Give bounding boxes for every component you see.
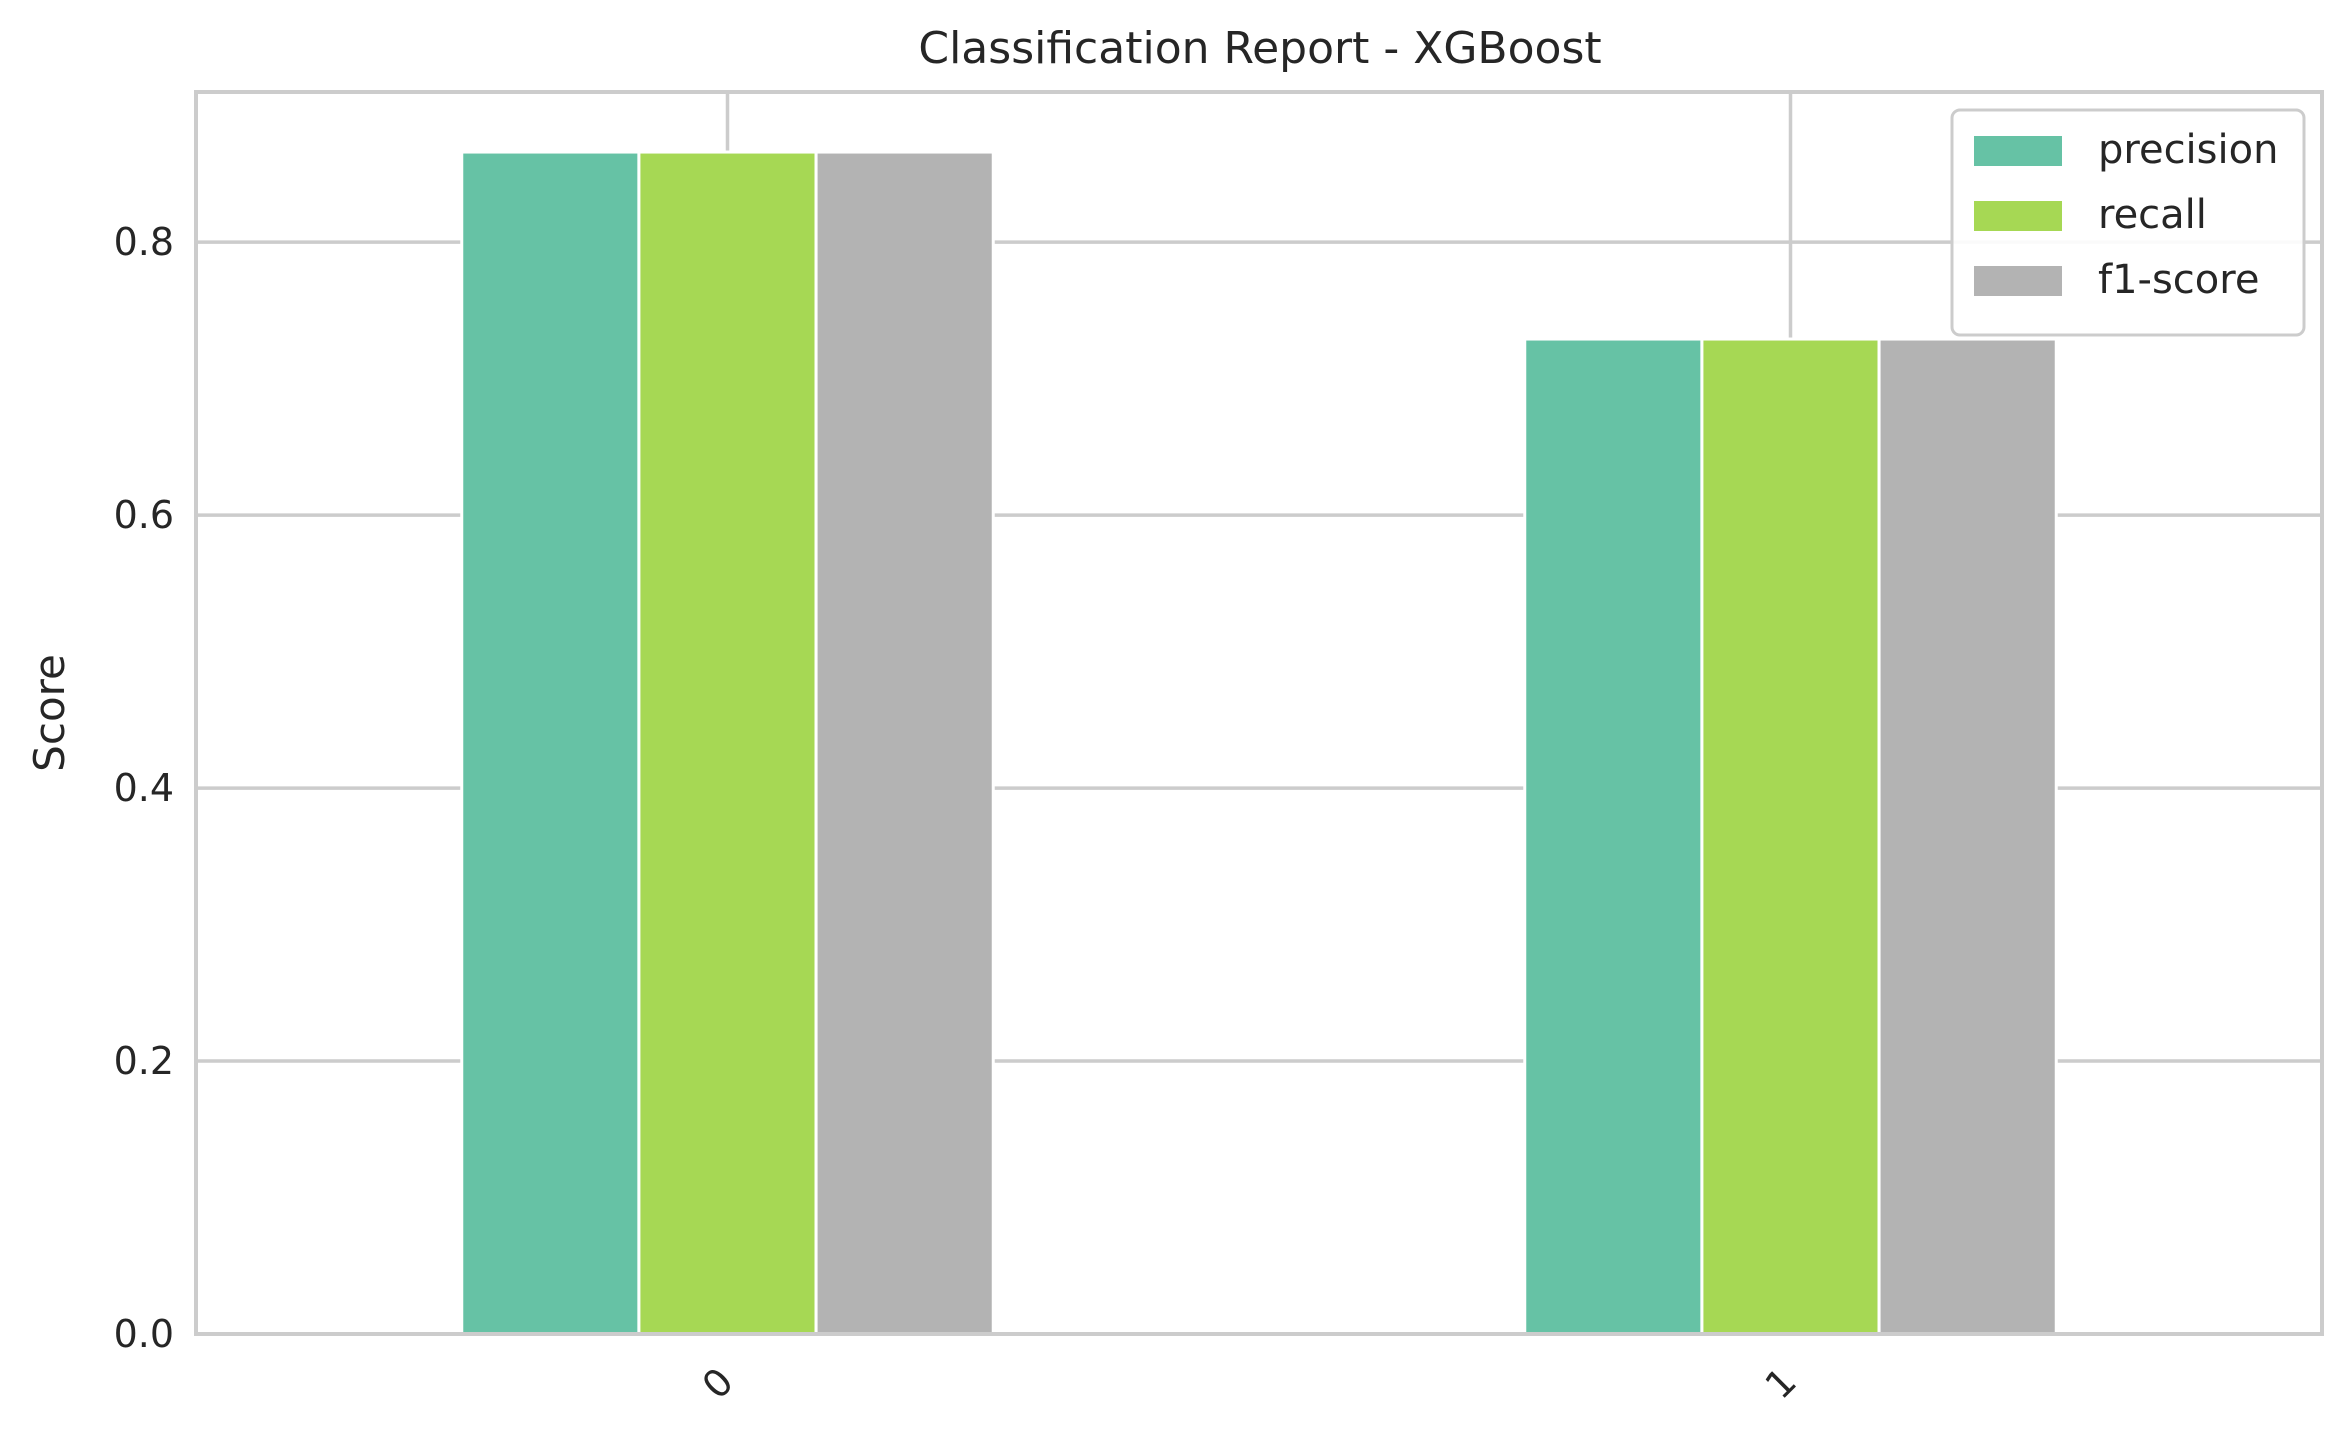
- legend-swatch-precision: [1974, 136, 2062, 166]
- legend: precision recall f1-score: [1950, 108, 2306, 337]
- y-tick-label: 0.4: [114, 766, 174, 810]
- y-tick-label: 0.6: [114, 493, 174, 537]
- chart-title: Classification Report - XGBoost: [918, 23, 1601, 74]
- legend-label-precision: precision: [2098, 127, 2278, 173]
- bar-precision-0: [460, 150, 641, 1336]
- legend-label-f1-score: f1-score: [2098, 257, 2259, 303]
- bar-f1-score-1: [1877, 337, 2058, 1336]
- bar-recall-0: [637, 150, 818, 1336]
- y-tick-label: 0.0: [114, 1312, 174, 1356]
- plot-frame: [194, 90, 2324, 1336]
- legend-label-recall: recall: [2098, 192, 2207, 238]
- bar-precision-1: [1523, 337, 1704, 1336]
- y-tick-label: 0.8: [114, 220, 174, 264]
- legend-swatch-recall: [1974, 201, 2062, 231]
- bar-f1-score-0: [814, 150, 995, 1336]
- y-axis-label: Score: [25, 654, 74, 772]
- bar-recall-1: [1700, 337, 1881, 1336]
- legend-swatch-f1-score: [1974, 266, 2062, 296]
- y-tick-label: 0.2: [114, 1039, 174, 1083]
